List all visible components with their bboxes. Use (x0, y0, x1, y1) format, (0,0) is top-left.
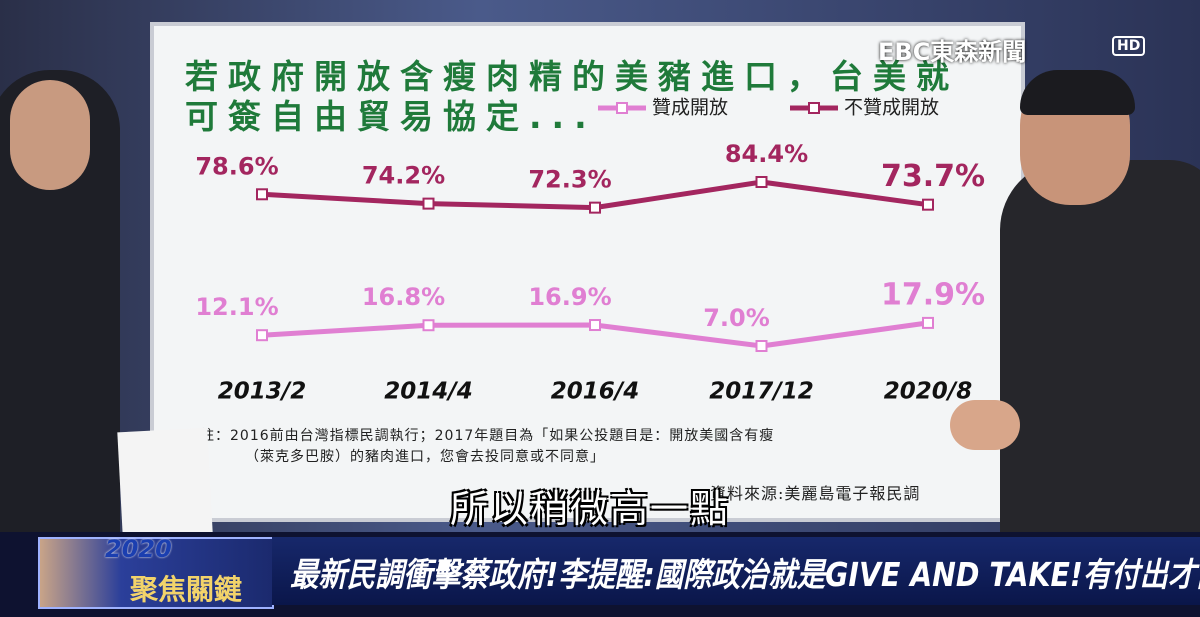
source: 資料來源:美麗島電子報民調 (710, 484, 921, 503)
value-label: 73.7% (881, 159, 985, 194)
legend-label: 不贊成開放 (844, 97, 939, 119)
x-tick-label: 2014/4 (384, 379, 472, 405)
chart-board (150, 22, 1025, 522)
show-year: 2020 (105, 535, 172, 563)
point (422, 197, 435, 210)
chart-title: 若政府開放含瘦肉精的美豬進口，台美就 (185, 57, 959, 96)
point (755, 340, 768, 352)
show-badge (38, 537, 274, 609)
presenter-hair (1020, 70, 1135, 115)
value-label: 12.1% (195, 293, 278, 321)
presenter-face (10, 80, 90, 190)
point (922, 316, 934, 329)
logo: EBC東森新聞 (878, 38, 1027, 66)
legend-label: 贊成開放 (652, 97, 728, 119)
value-label: 16.9% (528, 283, 611, 311)
point (589, 319, 601, 332)
value-label: 72.3% (528, 166, 611, 194)
value-label: 84.4% (725, 140, 808, 168)
x-tick-label: 2017/12 (709, 379, 813, 405)
headline-bar (272, 537, 1200, 605)
subtitle-caption: 所以稍微高一點 (450, 487, 731, 531)
x-tick-label: 2016/4 (551, 379, 639, 405)
x-tick-label: 2013/2 (218, 379, 306, 405)
value-label: 7.0% (703, 304, 770, 332)
hd-badge: HD (1112, 36, 1146, 56)
point (422, 319, 435, 332)
note: 註：2016前由台灣指標民調執行；2017年題目為「如果公投題目是：開放美國含有… (200, 428, 775, 444)
paper (117, 427, 213, 538)
value-label: 17.9% (881, 277, 985, 312)
value-label: 16.8% (362, 283, 445, 311)
x-tick-label: 2020/8 (884, 379, 972, 405)
point (256, 329, 268, 342)
point (755, 176, 768, 188)
show-name: 聚焦關鍵 (130, 573, 243, 606)
point (256, 188, 268, 201)
presenter-hand (950, 400, 1020, 450)
chart-title: 可簽自由貿易協定... (185, 97, 597, 136)
legend-marker (616, 102, 628, 114)
legend-marker (808, 102, 820, 114)
point (922, 198, 934, 211)
value-label: 78.6% (195, 152, 278, 180)
note: （萊克多巴胺）的豬肉進口，您會去投同意或不同意」 (245, 449, 605, 465)
headline: 最新民調衝擊蔡政府!李提醒:國際政治就是GIVE AND TAKE!有付出才能有… (290, 555, 1200, 594)
point (589, 201, 601, 214)
value-label: 74.2% (362, 162, 445, 190)
